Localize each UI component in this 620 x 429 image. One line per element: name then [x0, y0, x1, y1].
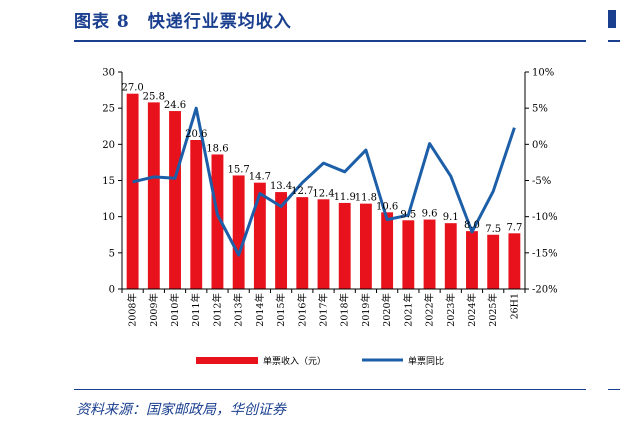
x-tick-label: 2022年 [424, 293, 436, 327]
x-tick-label: 2025年 [487, 293, 499, 327]
bar [169, 111, 181, 289]
bar [317, 199, 330, 289]
bar [444, 223, 457, 289]
bar-data-label: 24.6 [164, 100, 186, 111]
x-tick-label: 2010年 [169, 293, 181, 327]
bar-data-label: 12.7 [291, 186, 313, 197]
bar [190, 139, 203, 289]
bar [402, 220, 415, 289]
figure-title: 图表 8 快递行业票均收入 [74, 12, 292, 32]
x-tick-label: 2021年 [402, 293, 414, 327]
legend-bar-swatch [196, 357, 258, 364]
bar-data-label: 9.6 [422, 209, 438, 220]
bar [126, 93, 139, 289]
right-tick-label: 5% [532, 104, 548, 115]
bar-series [126, 93, 521, 289]
right-tick-label: -10% [532, 212, 558, 223]
data-labels: 27.025.824.6 20.6 18.615.714.713.412.712.4… [121, 83, 522, 235]
bar [338, 202, 351, 289]
adjacent-figure-edge [608, 10, 616, 28]
adjacent-figure-rule [608, 40, 620, 42]
x-tick-label: 2012年 [211, 293, 223, 327]
x-tick-label: 2011年 [190, 293, 202, 327]
bar-data-label: 14.7 [249, 172, 271, 183]
left-tick-label: 0 [109, 285, 115, 296]
bar-data-label: 7.5 [485, 224, 501, 235]
x-tick-label: 2009年 [148, 293, 160, 327]
bar-data-label: 18.6 [206, 143, 228, 154]
axes: 0 5 10 15 20 25 30 -20% -15% -10% -5% 0% 5% 10% [102, 68, 557, 296]
line-series [132, 106, 516, 257]
bar-data-label: 7.7 [506, 222, 522, 233]
source-note: 资料来源：国家邮政局，华创证券 [76, 402, 286, 418]
bar-data-label: 12.4 [312, 188, 334, 199]
legend-line-label: 单票同比 [408, 355, 444, 367]
bottom-rule [74, 389, 586, 390]
x-tick-label: 2008年 [127, 293, 139, 327]
bar-data-label: 11.9 [334, 192, 356, 203]
x-tick-label: 2014年 [254, 293, 266, 327]
x-tick-label: 2024年 [466, 293, 478, 327]
x-tick-labels: 2008年 2009年 2010年 2011年 2012年 2013年 2014年 2015年… [127, 293, 521, 327]
right-tick-label: -20% [532, 285, 558, 296]
bar-data-label: 10.6 [376, 201, 398, 212]
right-tick-label: 0% [532, 140, 548, 151]
bar-data-label: 25.8 [143, 91, 165, 102]
left-tick-label: 5 [109, 248, 115, 259]
bar-data-label: 9.1 [443, 212, 459, 223]
bar [211, 154, 224, 289]
bar [359, 203, 372, 289]
bar-data-label: 13.4 [270, 181, 292, 192]
bar [466, 231, 478, 289]
right-tick-label: -15% [532, 248, 558, 259]
x-tick-label: 2019年 [360, 293, 372, 327]
adjacent-figure-rule-bottom [608, 389, 620, 390]
legend: 单票收入（元） 单票同比 [196, 355, 444, 367]
bar-data-label: 27.0 [121, 83, 143, 94]
bar-data-label: 9.5 [400, 209, 416, 220]
series-line [132, 106, 516, 257]
bar [275, 192, 288, 289]
left-tick-label: 25 [102, 104, 115, 115]
bar [253, 182, 266, 289]
x-tick-label: 2013年 [233, 293, 245, 327]
x-tick-label: 2018年 [339, 293, 351, 327]
right-tick-label: -5% [532, 176, 551, 187]
bar [147, 102, 160, 289]
left-tick-label: 10 [102, 212, 115, 223]
left-tick-label: 20 [102, 140, 115, 151]
bar [232, 175, 245, 289]
x-tick-label: 26H1 [509, 293, 520, 319]
x-tick-label: 2023年 [445, 293, 457, 327]
x-tick-label: 2016年 [296, 293, 308, 327]
x-tick-label: 2017年 [318, 293, 330, 327]
x-tick-label: 2015年 [275, 293, 287, 327]
bar-data-label: 8.0 [464, 220, 480, 231]
bar [508, 233, 521, 289]
bar [423, 219, 436, 289]
top-rule [74, 40, 586, 42]
bar-data-label: 20.6 [185, 129, 207, 140]
legend-bar-label: 单票收入（元） [263, 355, 326, 367]
right-tick-label: 10% [532, 68, 554, 79]
bar [487, 234, 500, 289]
left-tick-label: 15 [102, 176, 115, 187]
left-tick-label: 30 [102, 68, 115, 79]
bar-data-label: 11.8 [355, 193, 377, 204]
bar [381, 212, 394, 289]
bar [296, 197, 309, 289]
bar-data-label: 15.7 [228, 164, 250, 175]
x-tick-label: 2020年 [381, 293, 393, 327]
